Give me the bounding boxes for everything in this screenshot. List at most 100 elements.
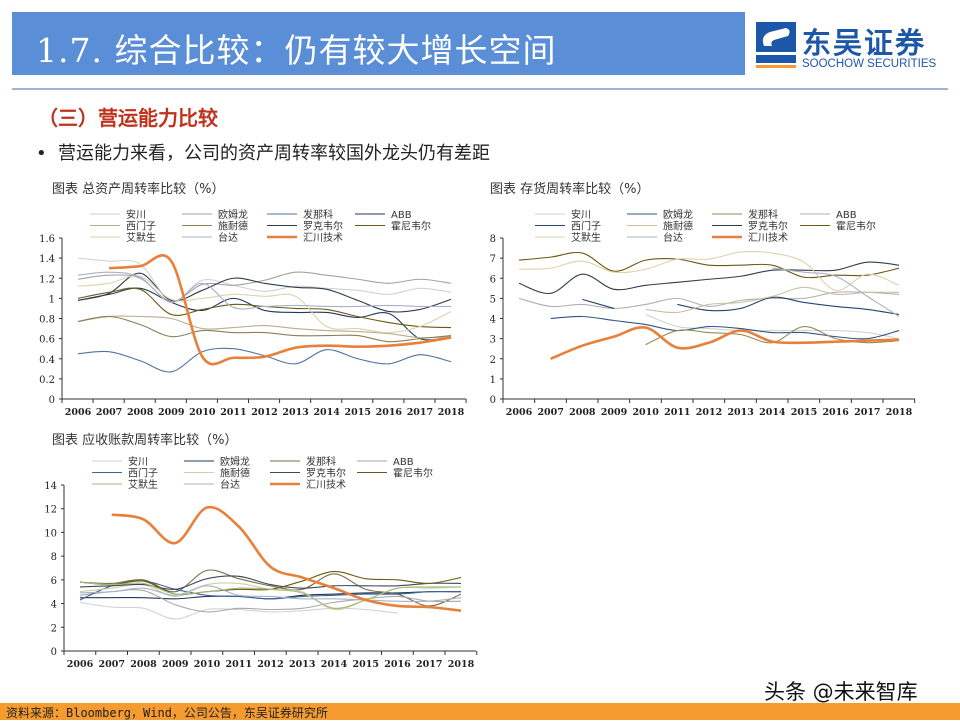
y-tick-label: 0.8 bbox=[39, 315, 55, 326]
x-tick-label: 2008 bbox=[569, 407, 596, 418]
series-line bbox=[78, 348, 451, 372]
series-霍尼韦尔 bbox=[519, 252, 899, 277]
legend-label: 施耐德 bbox=[218, 220, 248, 233]
legend-label: ABB bbox=[836, 210, 857, 221]
x-tick-label: 2015 bbox=[791, 407, 817, 418]
y-tick-label: 8 bbox=[490, 234, 496, 245]
legend-label: 罗克韦尔 bbox=[303, 220, 343, 233]
legend-label: 发那科 bbox=[748, 208, 778, 221]
x-tick-label: 2007 bbox=[96, 407, 122, 418]
y-tick-label: 0.6 bbox=[39, 335, 55, 346]
series-安川 bbox=[646, 314, 899, 338]
legend-label: 汇川技术 bbox=[748, 231, 788, 244]
x-tick-label: 2014 bbox=[759, 407, 786, 418]
y-tick-label: 1.2 bbox=[39, 274, 55, 285]
series-欧姆龙 bbox=[80, 592, 461, 599]
x-tick-label: 2012 bbox=[696, 407, 722, 418]
series-汇川技术 bbox=[551, 327, 899, 358]
legend-label: 艾默生 bbox=[128, 478, 158, 491]
y-tick-label: 4 bbox=[490, 315, 496, 326]
series-施耐德 bbox=[78, 316, 451, 341]
x-tick-label: 2012 bbox=[257, 659, 283, 670]
y-tick-label: 0 bbox=[51, 647, 57, 658]
x-tick-label: 2017 bbox=[416, 659, 442, 670]
series-line bbox=[78, 316, 451, 338]
footer-bar: 资料来源：Bloomberg，Wind，公司公告，东吴证券研究所 bbox=[0, 703, 960, 720]
series-罗克韦尔 bbox=[519, 262, 899, 293]
y-tick-label: 1.4 bbox=[39, 254, 55, 265]
y-tick-label: 1 bbox=[49, 294, 55, 305]
series-line bbox=[109, 255, 451, 364]
series-西门子 bbox=[582, 297, 899, 314]
legend-label: 西门子 bbox=[128, 467, 158, 480]
legend-label: 霍尼韦尔 bbox=[391, 220, 431, 233]
x-tick-label: 2011 bbox=[220, 407, 246, 418]
y-tick-label: 1 bbox=[490, 375, 496, 386]
x-tick-label: 2011 bbox=[664, 407, 690, 418]
series-安川 bbox=[80, 602, 398, 619]
y-tick-label: 0 bbox=[490, 395, 496, 406]
x-tick-label: 2007 bbox=[99, 659, 125, 670]
series-台达 bbox=[78, 272, 451, 309]
x-tick-label: 2013 bbox=[289, 659, 315, 670]
y-tick-label: 6 bbox=[51, 576, 57, 587]
x-tick-label: 2017 bbox=[854, 407, 880, 418]
x-tick-label: 2012 bbox=[251, 407, 277, 418]
x-tick-label: 2018 bbox=[448, 659, 475, 670]
legend-label: ABB bbox=[391, 210, 412, 221]
series-艾默生 bbox=[519, 252, 899, 291]
x-tick-label: 2017 bbox=[407, 407, 433, 418]
x-tick-label: 2013 bbox=[727, 407, 753, 418]
x-tick-label: 2016 bbox=[376, 407, 403, 418]
series-line bbox=[80, 592, 461, 599]
y-tick-label: 12 bbox=[44, 505, 57, 516]
y-tick-label: 7 bbox=[490, 254, 496, 265]
series-汇川技术 bbox=[109, 255, 451, 364]
legend-label: 安川 bbox=[126, 208, 146, 221]
legend-label: 欧姆龙 bbox=[220, 455, 250, 468]
x-tick-label: 2018 bbox=[438, 407, 465, 418]
legend-label: 艾默生 bbox=[126, 231, 156, 244]
legend-label: 欧姆龙 bbox=[218, 208, 248, 221]
series-艾默生 bbox=[78, 276, 451, 333]
series-line bbox=[78, 272, 451, 309]
legend-label: 发那科 bbox=[306, 455, 336, 468]
y-tick-label: 2 bbox=[51, 623, 57, 634]
y-tick-label: 1.6 bbox=[39, 234, 55, 245]
legend-label: 汇川技术 bbox=[303, 231, 343, 244]
legend-label: 发那科 bbox=[303, 208, 333, 221]
y-tick-label: 2 bbox=[490, 355, 496, 366]
legend-label: 汇川技术 bbox=[306, 478, 346, 491]
legend-label: ABB bbox=[393, 457, 414, 468]
legend-label: 台达 bbox=[218, 231, 238, 244]
x-tick-label: 2008 bbox=[130, 659, 157, 670]
x-tick-label: 2018 bbox=[886, 407, 913, 418]
series-line bbox=[646, 314, 899, 338]
x-tick-label: 2009 bbox=[601, 407, 628, 418]
x-tick-label: 2013 bbox=[282, 407, 308, 418]
series-line bbox=[551, 327, 899, 358]
x-tick-label: 2006 bbox=[65, 407, 92, 418]
y-tick-label: 8 bbox=[51, 552, 57, 563]
series-line bbox=[519, 262, 899, 293]
y-tick-label: 0.2 bbox=[39, 375, 55, 386]
legend-label: 施耐德 bbox=[220, 467, 250, 480]
x-tick-label: 2010 bbox=[194, 659, 221, 670]
x-tick-label: 2010 bbox=[189, 407, 216, 418]
y-tick-label: 6 bbox=[490, 274, 496, 285]
series-line bbox=[78, 316, 451, 341]
x-tick-label: 2011 bbox=[226, 659, 252, 670]
series-line bbox=[78, 276, 451, 333]
series-西门子 bbox=[78, 316, 451, 338]
legend-label: 安川 bbox=[128, 455, 148, 468]
x-tick-label: 2010 bbox=[632, 407, 659, 418]
legend-label: 罗克韦尔 bbox=[306, 467, 346, 480]
y-tick-label: 4 bbox=[51, 600, 57, 611]
y-tick-label: 5 bbox=[490, 294, 496, 305]
x-tick-label: 2009 bbox=[158, 407, 185, 418]
watermark: 头条 @未来智库 bbox=[764, 676, 918, 706]
